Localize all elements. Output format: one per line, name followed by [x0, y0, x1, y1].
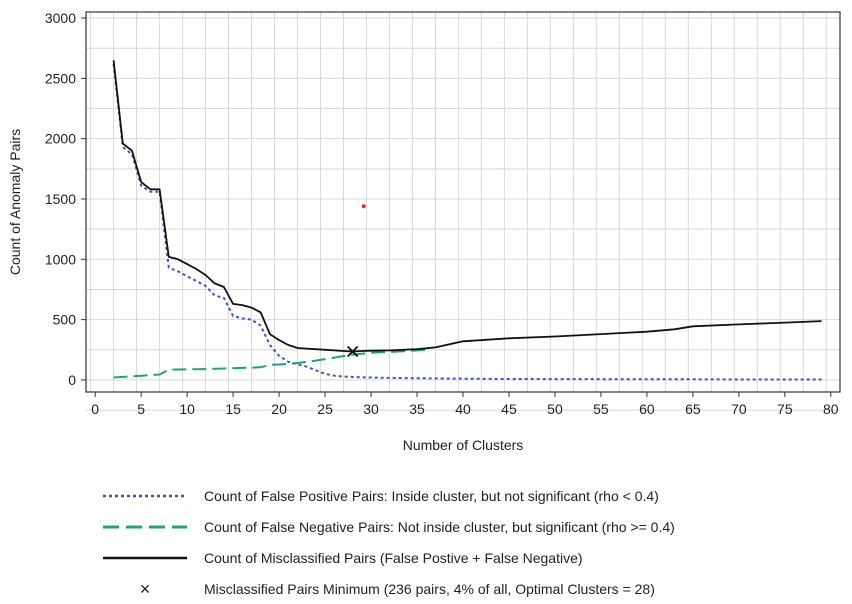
y-tick-label: 2500 [45, 70, 76, 86]
x-tick-label: 55 [593, 401, 609, 417]
legend-label: Misclassified Pairs Minimum (236 pairs, … [204, 580, 655, 597]
legend: Count of False Positive Pairs: Inside cl… [100, 480, 820, 604]
minimum-marker-stroke [347, 345, 359, 358]
legend-item-false-positive: Count of False Positive Pairs: Inside cl… [100, 480, 820, 511]
legend-swatch-marker: × [100, 579, 190, 599]
legend-item-minimum: × Misclassified Pairs Minimum (236 pairs… [100, 573, 820, 604]
y-axis-title: Count of Anomaly Pairs [7, 129, 23, 275]
legend-label: Count of False Negative Pairs: Not insid… [204, 518, 675, 535]
x-tick-label: 30 [363, 401, 379, 417]
x-tick-label: 80 [823, 401, 839, 417]
series-line-3 [112, 60, 822, 353]
y-tick-label: 1500 [45, 191, 76, 207]
legend-item-false-negative: Count of False Negative Pairs: Not insid… [100, 511, 820, 542]
x-tick-label: 65 [685, 401, 701, 417]
y-tick-label: 0 [68, 372, 76, 388]
grid-lines [86, 12, 840, 411]
minimum-marker [347, 345, 359, 358]
x-tick-label: 40 [455, 401, 471, 417]
red-point [361, 204, 366, 209]
x-tick-label: 45 [501, 401, 517, 417]
y-tick-label: 3000 [45, 10, 76, 26]
x-tick-label: 35 [409, 401, 425, 417]
plot-background [86, 12, 840, 392]
y-tick-label: 500 [53, 312, 77, 328]
x-tick-label: 0 [91, 401, 99, 417]
legend-swatch-dashed [100, 517, 190, 537]
y-tick-label: 2000 [45, 131, 76, 147]
x-tick-label: 25 [317, 401, 333, 417]
x-tick-label: 70 [731, 401, 747, 417]
x-tick-label: 5 [137, 401, 145, 417]
axes: 0 5 10 15 20 25 30 35 40 45 50 55 60 65 70 75 80 0 500 1000… [45, 10, 841, 417]
series-line-2 [113, 348, 427, 379]
legend-swatch-solid [100, 548, 190, 568]
x-tick-label: 60 [639, 401, 655, 417]
legend-swatch-dotted [100, 486, 190, 506]
x-axis-title: Number of Clusters [403, 437, 524, 453]
x-tick-label: 15 [225, 401, 241, 417]
x-tick-label: 50 [547, 401, 563, 417]
series-layer [112, 60, 822, 381]
legend-label: Count of False Positive Pairs: Inside cl… [204, 487, 659, 504]
x-tick-label: 10 [179, 401, 195, 417]
x-tick-label: 20 [271, 401, 287, 417]
legend-label: Count of Misclassified Pairs (False Post… [204, 549, 583, 566]
chart-area: 0 5 10 15 20 25 30 35 40 45 50 55 60 65 70 75 80 0 500 1000… [7, 10, 841, 453]
y-tick-label: 1000 [45, 251, 76, 267]
legend-item-misclassified: Count of Misclassified Pairs (False Post… [100, 542, 820, 573]
x-tick-label: 75 [777, 401, 793, 417]
cross-marker-icon: × [139, 578, 151, 599]
